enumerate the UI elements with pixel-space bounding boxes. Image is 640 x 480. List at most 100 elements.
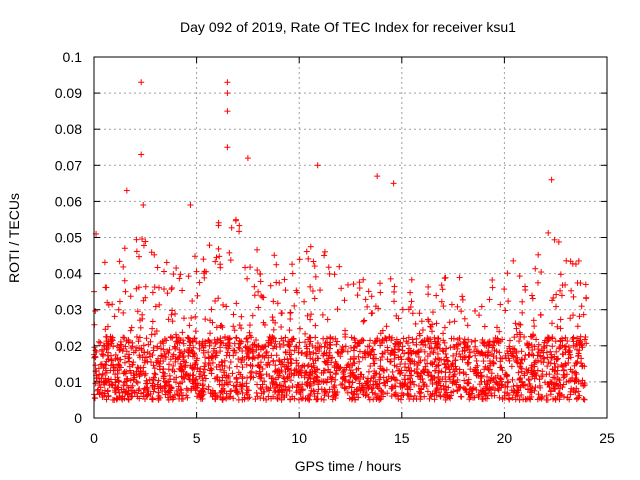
data-point	[387, 358, 394, 365]
data-point	[138, 151, 145, 158]
data-point	[334, 338, 341, 345]
data-point	[555, 376, 562, 383]
data-point	[579, 362, 586, 369]
data-point	[356, 348, 363, 355]
data-point	[556, 396, 563, 403]
data-point	[232, 349, 239, 356]
data-point	[441, 324, 448, 331]
data-point	[170, 271, 177, 278]
data-point	[238, 313, 245, 320]
data-point	[388, 349, 395, 356]
y-tick-label: 0.04	[55, 266, 82, 282]
data-point	[552, 396, 559, 403]
data-point	[321, 358, 328, 365]
data-point	[380, 379, 387, 386]
data-point	[388, 383, 395, 390]
data-point	[173, 265, 180, 272]
data-point	[115, 306, 122, 313]
data-point	[479, 395, 486, 402]
data-point	[191, 384, 198, 391]
data-point	[201, 274, 208, 281]
data-point	[318, 395, 325, 402]
data-point	[543, 342, 550, 349]
data-point	[230, 311, 237, 318]
data-point	[541, 379, 548, 386]
data-point	[118, 342, 125, 349]
data-point	[427, 350, 434, 357]
data-point	[165, 366, 172, 373]
data-point	[319, 311, 326, 318]
data-point	[160, 375, 167, 382]
data-point	[506, 396, 513, 403]
data-point	[134, 393, 141, 400]
data-point	[460, 385, 467, 392]
data-point	[238, 386, 245, 393]
data-point	[157, 385, 164, 392]
data-point	[139, 311, 146, 318]
data-point	[348, 344, 355, 351]
data-point	[297, 325, 304, 332]
data-point	[465, 380, 472, 387]
data-point	[516, 363, 523, 370]
data-point	[335, 350, 342, 357]
data-point	[270, 298, 277, 305]
data-point	[137, 317, 144, 324]
data-point	[456, 335, 463, 342]
data-point	[465, 336, 472, 343]
data-point	[255, 288, 262, 295]
data-point	[370, 374, 377, 381]
data-point	[110, 367, 117, 374]
data-point	[120, 334, 127, 341]
data-point	[244, 338, 251, 345]
data-point	[580, 396, 587, 403]
data-point	[383, 366, 390, 373]
data-point	[311, 263, 318, 270]
data-point	[433, 292, 440, 299]
data-point	[502, 352, 509, 359]
data-point	[216, 361, 223, 368]
data-point	[446, 319, 453, 326]
data-point	[136, 352, 143, 359]
data-point	[180, 315, 187, 322]
data-point	[573, 360, 580, 367]
data-point	[226, 364, 233, 371]
data-point	[287, 356, 294, 363]
data-point	[92, 307, 99, 314]
data-point	[213, 339, 220, 346]
data-point	[395, 315, 402, 322]
data-point	[128, 324, 135, 331]
data-point	[151, 251, 158, 258]
data-point	[258, 292, 265, 299]
data-point	[312, 350, 319, 357]
data-point	[344, 348, 351, 355]
data-point	[451, 318, 458, 325]
data-point	[257, 395, 264, 402]
data-point	[161, 336, 168, 343]
data-point	[526, 351, 533, 358]
data-point	[310, 258, 317, 265]
data-point	[459, 293, 466, 300]
data-point	[409, 336, 416, 343]
data-point	[496, 328, 503, 335]
data-point	[367, 337, 374, 344]
data-point	[129, 339, 136, 346]
data-point	[133, 236, 140, 243]
data-point	[131, 389, 138, 396]
data-point	[177, 386, 184, 393]
data-point	[461, 315, 468, 322]
data-point	[149, 318, 156, 325]
data-point	[140, 364, 147, 371]
data-point	[529, 367, 536, 374]
data-point	[516, 338, 523, 345]
data-point	[147, 353, 154, 360]
data-point	[244, 391, 251, 398]
data-point	[184, 346, 191, 353]
data-point	[450, 372, 457, 379]
data-point	[314, 340, 321, 347]
data-point	[321, 343, 328, 350]
data-point	[551, 360, 558, 367]
data-point	[563, 343, 570, 350]
data-point	[107, 338, 114, 345]
data-point	[304, 349, 311, 356]
data-point	[324, 344, 331, 351]
